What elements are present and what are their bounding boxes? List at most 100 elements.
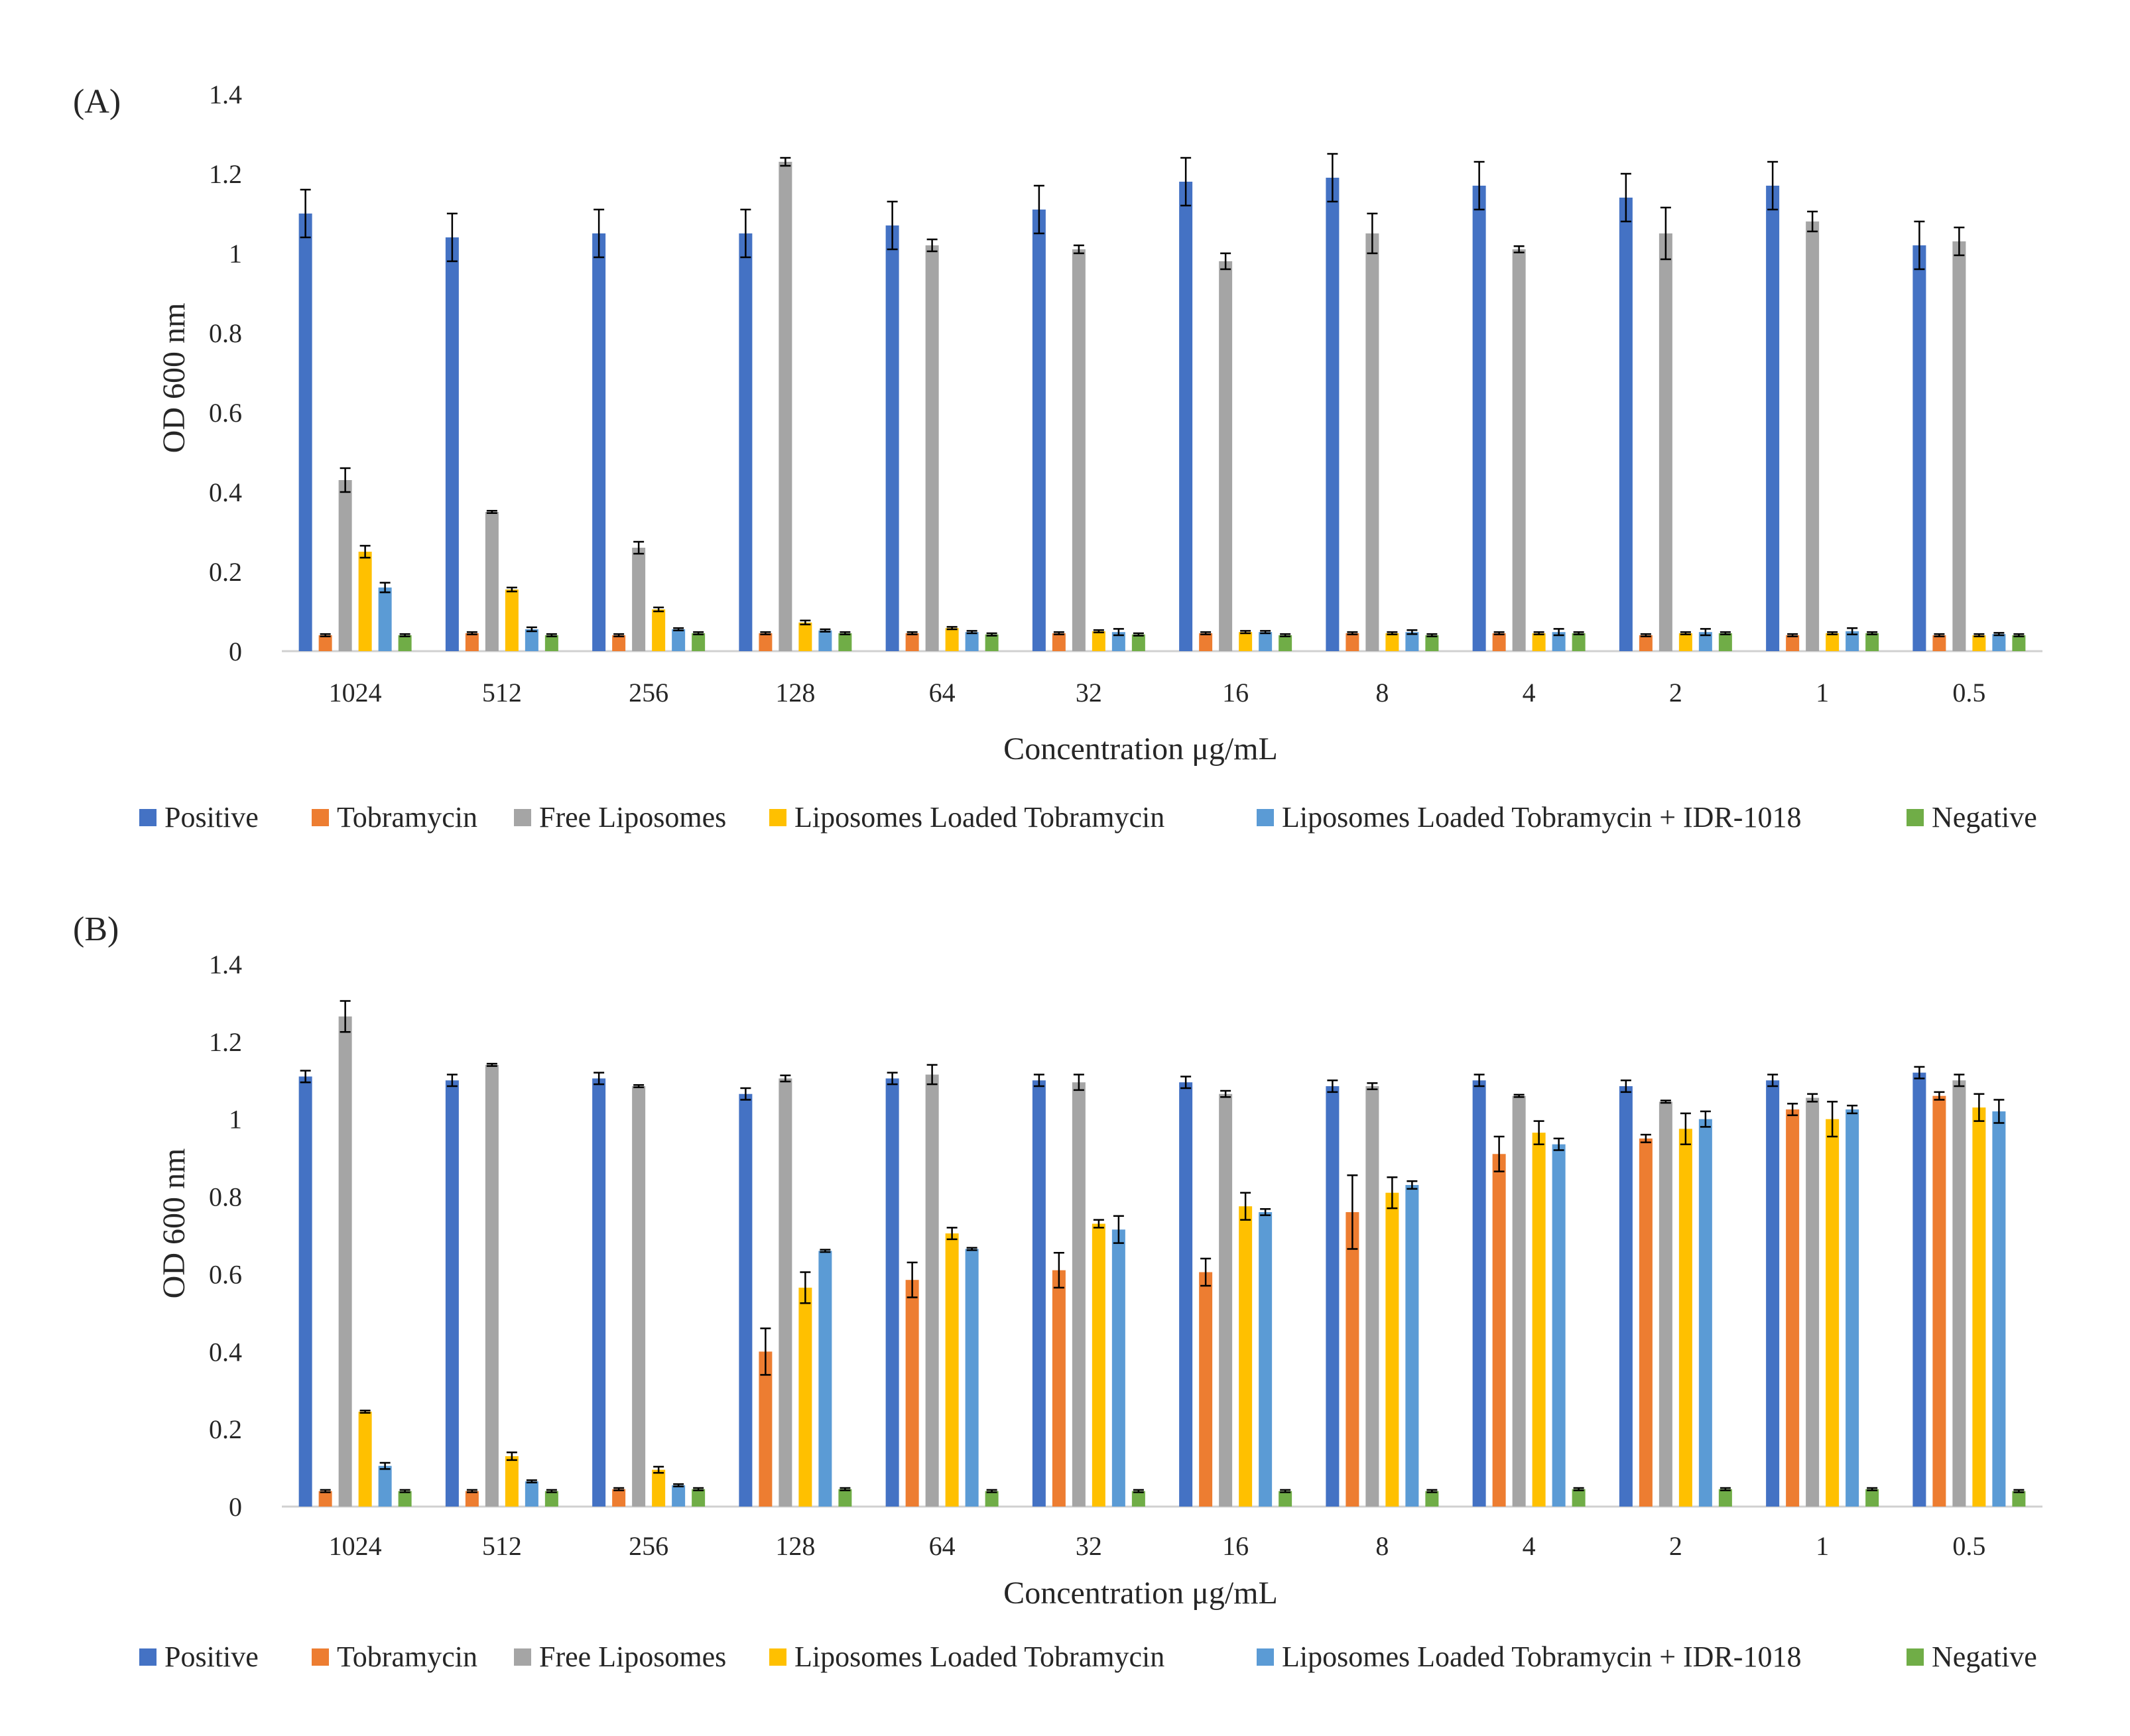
error-bar (800, 619, 811, 626)
error-bar (446, 1074, 458, 1087)
error-bar (1367, 212, 1378, 255)
bar-positive (1032, 210, 1046, 651)
error-bar (966, 1247, 977, 1251)
legend-swatch (1257, 1648, 1274, 1666)
error-bar (693, 631, 704, 636)
error-bar (399, 1489, 410, 1493)
chart-panel-b: (B) OD 600 nm Concentration μg/mL 0 0.2 0.… (73, 910, 2042, 1673)
bar-negative (1718, 633, 1732, 651)
bar-liposomes-loaded-tobramycin-idr-1018 (818, 1251, 832, 1507)
bar-free-liposomes (338, 1016, 352, 1507)
bar-positive (1912, 245, 1926, 651)
bar-tobramycin (1639, 635, 1653, 651)
error-bar (2013, 633, 2025, 638)
bar-tobramycin (1932, 635, 1946, 651)
bar-liposomes-loaded-tobramycin-idr-1018 (965, 1249, 979, 1507)
x-tick-label: 0.5 (1952, 1531, 1985, 1561)
error-bar (926, 238, 938, 253)
bar-liposomes-loaded-tobramycin (1972, 1107, 1986, 1507)
bar-positive (1326, 178, 1340, 651)
bar-liposomes-loaded-tobramycin (1826, 633, 1840, 651)
error-bar (907, 1261, 918, 1298)
error-bar (1973, 1093, 1985, 1122)
legend-swatch (1907, 1648, 1924, 1666)
bar-free-liposomes (1659, 233, 1672, 651)
bar-liposomes-loaded-tobramycin-idr-1018 (818, 630, 832, 651)
bar-tobramycin (1932, 1095, 1946, 1507)
error-bar (359, 544, 371, 559)
bar-free-liposomes (1952, 1080, 1966, 1507)
bar-negative (1131, 634, 1145, 651)
bar-positive (1766, 186, 1780, 651)
error-bar (320, 633, 331, 638)
bar-tobramycin (905, 633, 919, 651)
bar-negative (544, 1491, 558, 1507)
bar-tobramycin (1346, 633, 1359, 651)
bar-negative (1425, 635, 1439, 651)
legend-label: Free Liposomes (539, 801, 726, 834)
error-bar (1200, 631, 1212, 636)
x-tick-label: 512 (482, 1531, 522, 1561)
error-bar (1867, 631, 1878, 636)
bar-liposomes-loaded-tobramycin-idr-1018 (1405, 632, 1419, 651)
error-bar (986, 632, 997, 637)
bar-negative (1718, 1489, 1732, 1507)
bar-tobramycin (318, 1491, 332, 1507)
y-tick-label: 1 (229, 239, 242, 269)
error-bar (1073, 244, 1084, 255)
bar-positive (739, 1093, 753, 1507)
error-bar (1053, 631, 1064, 636)
legend-label: Free Liposomes (539, 1641, 726, 1673)
y-tick-label: 1.2 (209, 1027, 242, 1057)
bar-tobramycin (905, 1280, 919, 1507)
error-bar (1954, 226, 1965, 257)
error-bar (1493, 1135, 1505, 1172)
y-tick-label: 0.4 (209, 1337, 242, 1367)
error-bar (926, 1064, 938, 1085)
error-bar (887, 1072, 898, 1085)
bar-liposomes-loaded-tobramycin (1678, 1129, 1692, 1507)
bar-tobramycin (1199, 633, 1213, 651)
error-bar (1720, 1487, 1731, 1491)
bar-free-liposomes (1806, 221, 1820, 651)
x-tick-label: 256 (629, 1531, 668, 1561)
error-bar (1767, 160, 1779, 211)
error-bar (887, 200, 898, 251)
error-bar (1914, 1066, 1925, 1080)
error-bar (1133, 1489, 1144, 1493)
error-bar (1240, 630, 1251, 635)
bar-tobramycin (1052, 1270, 1066, 1507)
error-bar (740, 1087, 751, 1101)
bar-liposomes-loaded-tobramycin (798, 1287, 812, 1507)
error-bar (1200, 1257, 1212, 1287)
error-bar (740, 208, 751, 259)
error-bar (760, 631, 771, 636)
error-bar (1533, 631, 1544, 636)
error-bar (1387, 631, 1398, 636)
error-bar (1220, 252, 1231, 271)
bar-negative (1865, 1489, 1879, 1507)
bar-tobramycin (1786, 635, 1800, 651)
error-bar (780, 1074, 791, 1083)
bar-free-liposomes (1072, 1082, 1086, 1507)
error-bar (1133, 632, 1144, 637)
bar-negative (1425, 1491, 1439, 1507)
bar-tobramycin (1199, 1272, 1213, 1507)
error-bar (1220, 1089, 1231, 1098)
bar-liposomes-loaded-tobramycin (505, 589, 519, 651)
error-bar (1053, 1252, 1064, 1289)
bar-free-liposomes (1512, 1095, 1526, 1507)
x-tick-label: 32 (1076, 678, 1102, 708)
error-bar (1426, 1489, 1438, 1493)
y-tick-label: 0.6 (209, 1259, 242, 1289)
bar-positive (592, 233, 606, 651)
error-bar (1767, 1074, 1779, 1087)
error-bar (1640, 1133, 1651, 1144)
x-tick-label: 8 (1375, 1531, 1389, 1561)
bar-liposomes-loaded-tobramycin-idr-1018 (525, 1481, 538, 1507)
bar-positive (445, 237, 459, 651)
bar-positive (1032, 1080, 1046, 1507)
bar-liposomes-loaded-tobramycin (652, 1469, 666, 1507)
error-bar (1993, 1099, 2005, 1124)
bar-liposomes-loaded-tobramycin-idr-1018 (1552, 632, 1566, 651)
